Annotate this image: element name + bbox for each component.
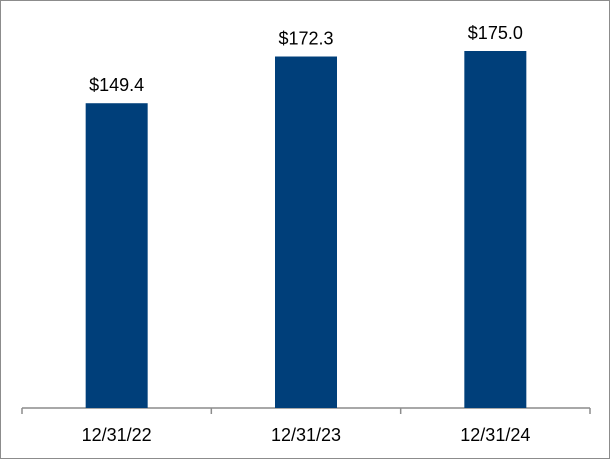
x-tick-label: 12/31/22 xyxy=(82,425,152,445)
bar xyxy=(275,56,337,409)
x-tick-label: 12/31/23 xyxy=(271,425,341,445)
x-tick-label: 12/31/24 xyxy=(460,425,530,445)
value-label: $172.3 xyxy=(278,28,333,48)
value-label: $175.0 xyxy=(468,23,523,43)
bar xyxy=(85,103,148,408)
bar xyxy=(464,51,527,408)
value-label: $149.4 xyxy=(89,75,144,95)
